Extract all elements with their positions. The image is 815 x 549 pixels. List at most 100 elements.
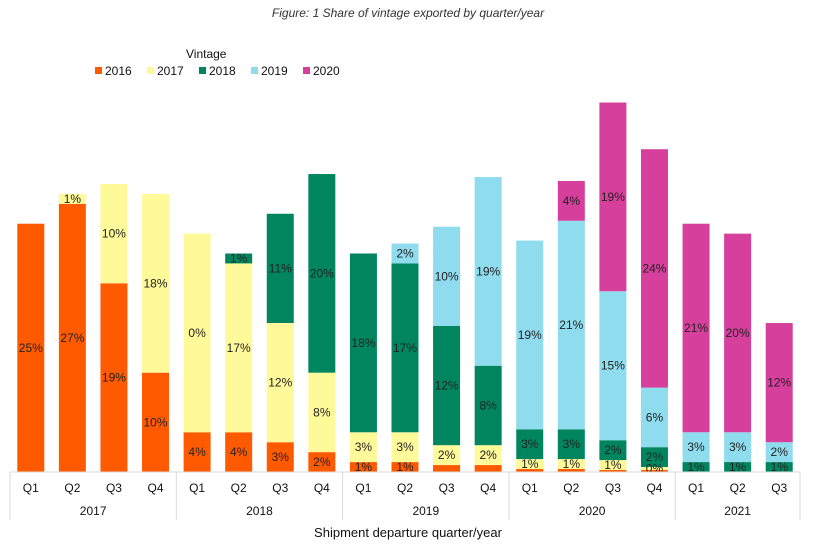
data-label-2016-0: 25% xyxy=(19,341,43,355)
bar-labels: 25% 27% 1% 19% 10% 10% 18% 4% 0% 4% 17% 1% 3% 12% 11% 2… xyxy=(19,190,792,476)
legend-swatch-2019 xyxy=(251,67,258,74)
data-label-2016-8: 1% xyxy=(355,460,373,474)
data-label-2017-5: 17% xyxy=(227,341,251,355)
bar-segment-2016-13 xyxy=(557,469,585,472)
data-label-2017-8: 3% xyxy=(355,440,373,454)
bar-segment-2019-12 xyxy=(516,240,544,430)
bar-segment-2018-9 xyxy=(391,263,419,433)
bar-segment-2016-3 xyxy=(142,372,170,472)
data-label-2020-16: 21% xyxy=(684,321,708,335)
bar-segment-2019-10 xyxy=(433,226,461,327)
data-label-2017-4: 0% xyxy=(188,326,206,340)
x-axis-title: Shipment departure quarter/year xyxy=(314,525,503,540)
legend-swatch-2016 xyxy=(95,67,102,74)
data-label-2020-14: 19% xyxy=(601,190,625,204)
bar-segment-2016-11 xyxy=(474,465,502,472)
bar-segment-2017-7 xyxy=(308,372,336,453)
bar-segment-2016-8 xyxy=(349,462,377,472)
bar-segment-2018-8 xyxy=(349,253,377,433)
data-label-2018-7: 20% xyxy=(310,266,334,280)
bar-segment-2019-16 xyxy=(682,432,710,463)
data-label-2016-2: 19% xyxy=(102,371,126,385)
bar-segment-2019-13 xyxy=(557,220,585,430)
bar-segment-2019-18 xyxy=(765,442,793,463)
data-label-2016-5: 4% xyxy=(230,445,248,459)
data-label-2017-7: 8% xyxy=(313,405,331,419)
data-label-2016-3: 10% xyxy=(144,415,168,429)
legend-swatch-2017 xyxy=(147,67,154,74)
data-label-2018-18: 1% xyxy=(771,460,789,474)
bar-segment-2017-2 xyxy=(100,183,128,284)
legend-swatch-2018 xyxy=(199,67,206,74)
x-tick-label-15: Q4 xyxy=(646,481,662,495)
bar-segment-2017-11 xyxy=(474,445,502,466)
x-tick-label-12: Q1 xyxy=(522,481,538,495)
data-label-2019-10: 10% xyxy=(435,269,459,283)
data-label-2019-9: 2% xyxy=(396,247,414,261)
x-tick-label-3: Q4 xyxy=(148,481,164,495)
x-tick-label-17: Q2 xyxy=(730,481,746,495)
bar-segment-2017-10 xyxy=(433,445,461,466)
chart-title: Figure: 1 Share of vintage exported by q… xyxy=(272,6,545,20)
data-label-2017-12: 1% xyxy=(521,457,539,471)
data-label-2018-11: 8% xyxy=(479,398,497,412)
data-label-2016-6: 3% xyxy=(272,450,290,464)
data-label-2018-6: 11% xyxy=(269,261,292,275)
data-label-2018-10: 12% xyxy=(435,379,459,393)
bar-segment-2017-6 xyxy=(266,323,294,443)
bar-segment-2018-7 xyxy=(308,174,336,373)
bar-segment-2020-14 xyxy=(599,102,627,292)
bar-segment-2016-2 xyxy=(100,283,128,472)
bars xyxy=(17,102,793,472)
bar-segment-2018-10 xyxy=(433,326,461,446)
data-label-2017-2: 10% xyxy=(102,227,126,241)
bar-segment-2018-14 xyxy=(599,440,627,461)
year-label-2021: 2021 xyxy=(724,504,751,518)
legend-label-2016: 2016 xyxy=(105,64,132,78)
data-label-2018-9: 17% xyxy=(393,341,417,355)
bar-segment-2018-12 xyxy=(516,429,544,460)
legend-label-2017: 2017 xyxy=(157,64,184,78)
data-label-2018-14: 2% xyxy=(604,443,622,457)
bar-segment-2017-13 xyxy=(557,459,585,470)
x-tick-label-4: Q1 xyxy=(189,481,205,495)
data-label-2017-14: 1% xyxy=(604,458,622,472)
data-label-2018-13: 3% xyxy=(563,437,581,451)
data-label-2017-1: 1% xyxy=(64,192,82,206)
bar-segment-2016-15 xyxy=(640,470,668,472)
data-label-2018-12: 3% xyxy=(521,437,539,451)
year-label-2018: 2018 xyxy=(246,504,273,518)
data-label-2018-16: 1% xyxy=(687,460,705,474)
data-label-2018-5: 1% xyxy=(230,251,248,265)
bar-segment-2018-15 xyxy=(640,447,668,468)
bar-segment-2018-6 xyxy=(266,213,294,324)
legend-label-2018: 2018 xyxy=(209,64,236,78)
data-label-2019-15: 6% xyxy=(646,410,664,424)
bar-segment-2016-7 xyxy=(308,452,336,472)
bar-segment-2017-12 xyxy=(516,459,544,470)
x-tick-label-6: Q3 xyxy=(272,481,288,495)
bar-segment-2018-17 xyxy=(724,462,752,472)
data-label-2019-17: 3% xyxy=(729,440,747,454)
bar-segment-2016-1 xyxy=(58,203,86,472)
legend-label-2019: 2019 xyxy=(261,64,288,78)
data-label-2019-18: 2% xyxy=(771,445,789,459)
data-label-2017-9: 3% xyxy=(396,440,414,454)
x-tick-label-11: Q4 xyxy=(480,481,496,495)
data-label-2017-13: 1% xyxy=(563,457,581,471)
bar-segment-2017-15 xyxy=(640,467,668,471)
bar-segment-2018-13 xyxy=(557,429,585,460)
data-label-2020-17: 20% xyxy=(726,326,750,340)
x-tick-label-2: Q3 xyxy=(106,481,122,495)
data-label-2018-15: 2% xyxy=(646,450,664,464)
x-tick-label-18: Q3 xyxy=(771,481,787,495)
data-label-2019-14: 15% xyxy=(601,359,625,373)
bar-segment-2016-10 xyxy=(433,465,461,472)
data-label-2016-9: 1% xyxy=(396,460,414,474)
bar-segment-2017-1 xyxy=(58,193,86,204)
bar-segment-2018-5 xyxy=(225,253,253,264)
x-tick-label-7: Q4 xyxy=(314,481,330,495)
data-label-2017-3: 18% xyxy=(144,276,168,290)
data-label-2017-11: 2% xyxy=(479,448,497,462)
